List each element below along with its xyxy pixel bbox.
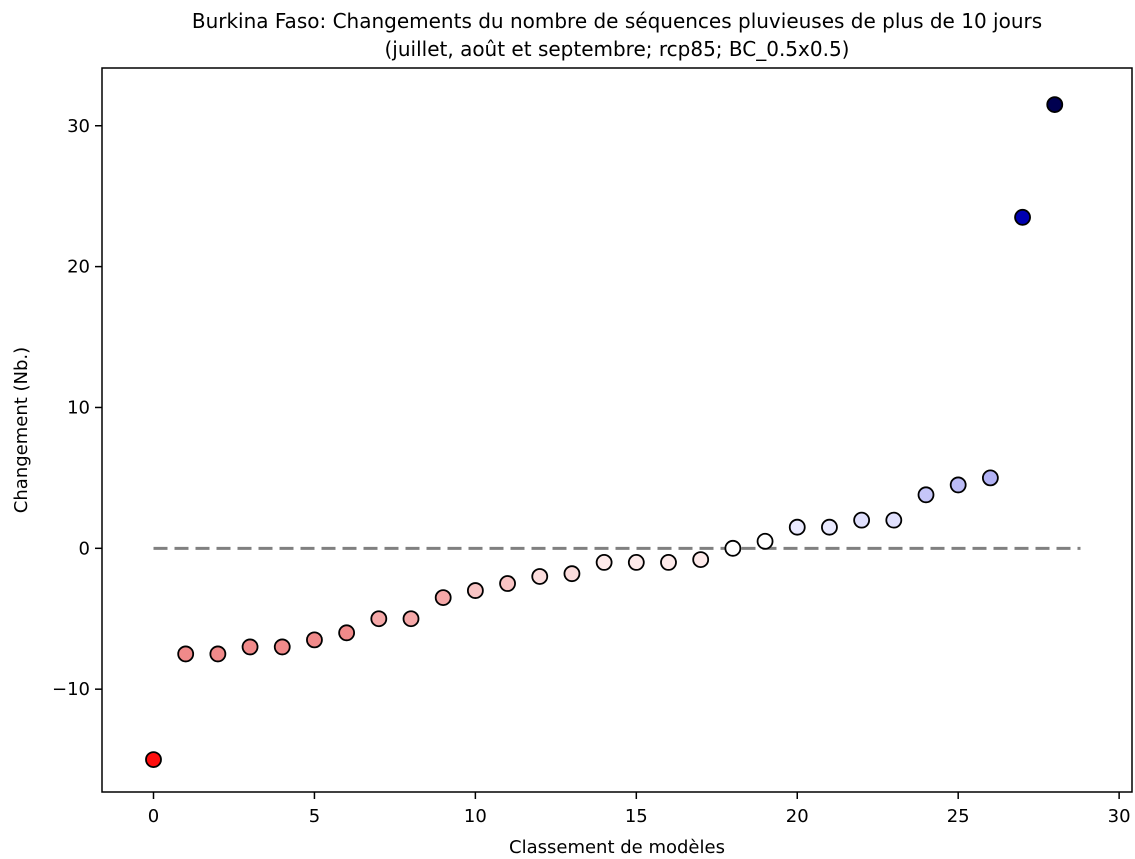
x-axis: 0 5 10 15 20 25 30 bbox=[148, 792, 1131, 827]
data-point bbox=[1014, 208, 1031, 226]
y-tick-label: −10 bbox=[52, 679, 90, 700]
y-axis-label: Changement (Nb.) bbox=[11, 347, 32, 513]
y-axis: −10 0 10 20 30 bbox=[52, 116, 102, 700]
data-point bbox=[756, 532, 774, 550]
plot-area: 0 5 10 15 20 25 30 −10 0 10 20 30 bbox=[52, 67, 1133, 827]
chart-title-line-1: Burkina Faso: Changements du nombre de s… bbox=[192, 9, 1042, 33]
data-point bbox=[370, 610, 388, 628]
data-point bbox=[241, 638, 259, 656]
y-tick-label: 20 bbox=[67, 257, 90, 278]
data-point bbox=[338, 624, 356, 642]
x-tick-label: 25 bbox=[947, 806, 970, 827]
data-point bbox=[499, 575, 516, 592]
plot-frame bbox=[101, 67, 1133, 793]
data-point bbox=[885, 511, 903, 529]
x-tick-label: 0 bbox=[148, 806, 159, 827]
data-point bbox=[981, 469, 999, 487]
data-point bbox=[853, 511, 871, 529]
data-point bbox=[724, 539, 742, 557]
chart-title-line-2: (juillet, août et septembre; rcp85; BC_0… bbox=[385, 37, 850, 61]
y-tick-label: 10 bbox=[67, 397, 90, 418]
y-tick-label: 0 bbox=[79, 538, 90, 559]
x-tick-label: 20 bbox=[786, 806, 809, 827]
data-point bbox=[660, 554, 677, 571]
data-point bbox=[273, 638, 291, 656]
data-point bbox=[466, 582, 484, 599]
data-point bbox=[821, 518, 838, 536]
data-point bbox=[595, 554, 613, 571]
x-tick-label: 15 bbox=[625, 806, 648, 827]
data-points bbox=[145, 96, 1064, 769]
data-point bbox=[917, 486, 935, 504]
data-point bbox=[209, 645, 227, 663]
data-point bbox=[177, 645, 195, 663]
data-point bbox=[692, 551, 710, 568]
x-tick-label: 10 bbox=[464, 806, 487, 827]
x-axis-label: Classement de modèles bbox=[509, 837, 725, 858]
data-point bbox=[145, 751, 162, 769]
x-tick-label: 5 bbox=[309, 806, 320, 827]
data-point bbox=[402, 610, 420, 628]
data-point bbox=[306, 631, 323, 649]
data-point bbox=[1046, 96, 1064, 114]
y-tick-label: 30 bbox=[67, 116, 90, 137]
data-point bbox=[531, 568, 549, 585]
data-point bbox=[949, 476, 967, 494]
data-point bbox=[788, 518, 806, 536]
data-point bbox=[627, 554, 645, 571]
data-point bbox=[563, 565, 581, 583]
x-tick-label: 30 bbox=[1108, 806, 1131, 827]
data-point bbox=[434, 589, 452, 607]
